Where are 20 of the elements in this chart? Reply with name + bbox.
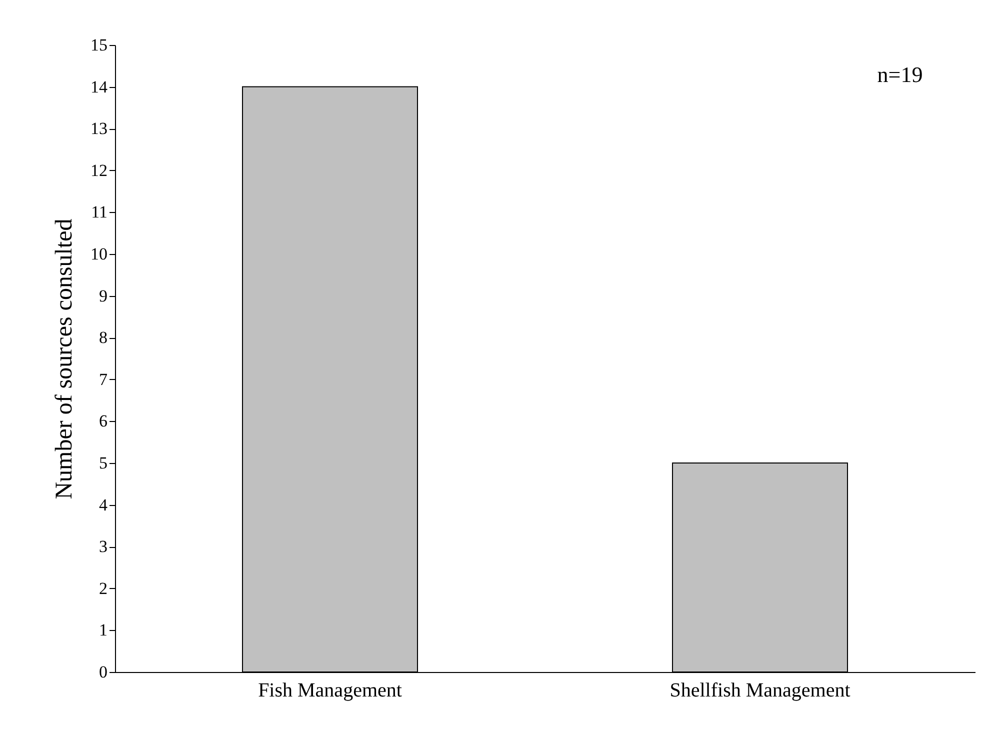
y-tick-label: 1	[99, 620, 108, 640]
y-tick-label: 8	[99, 328, 108, 348]
y-tick-label: 3	[99, 537, 108, 556]
x-tick-label: Fish Management	[258, 680, 402, 702]
y-tick-label: 15	[90, 36, 108, 54]
x-tick-label: Shellfish Management	[670, 680, 851, 702]
y-tick-label: 4	[99, 495, 108, 514]
y-tick-label: 11	[91, 202, 108, 222]
y-tick-label: 9	[99, 286, 108, 306]
y-tick-label: 2	[99, 578, 108, 598]
y-tick-label: 0	[99, 662, 108, 682]
annotation: n=19	[877, 62, 923, 87]
y-tick-label: 14	[90, 77, 108, 96]
y-tick-label: 6	[99, 412, 108, 431]
y-axis-title: Number of sources consulted	[52, 218, 78, 500]
y-tick-label: 10	[90, 244, 108, 264]
y-tick-label: 12	[90, 160, 108, 180]
y-tick-label: 7	[99, 370, 108, 389]
y-tick-label: 13	[90, 119, 108, 138]
y-tick-label: 5	[99, 454, 108, 472]
